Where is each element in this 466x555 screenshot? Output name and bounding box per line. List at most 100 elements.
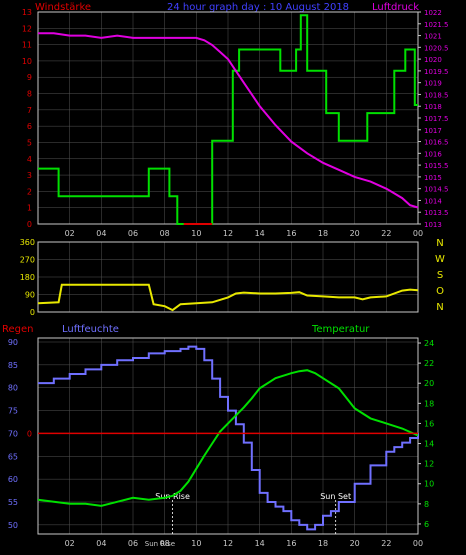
- sun-rise-axis-label: Sun Rise: [145, 540, 175, 548]
- wind-speed-tick-label: 1: [27, 204, 32, 213]
- wind-speed-tick-label: 0: [27, 220, 32, 229]
- direction-tick-label: 180: [20, 273, 35, 282]
- x-tick-label: 16: [286, 539, 296, 548]
- direction-series: [37, 283, 419, 312]
- wind-speed-tick-label: 8: [27, 90, 32, 99]
- pressure-tick-label: 1014: [424, 197, 442, 205]
- pressure-tick-label: 1021.5: [424, 21, 449, 29]
- temperature-tick-label: 24: [424, 339, 434, 348]
- wind-pressure-series: [38, 14, 419, 225]
- wind-speed-tick-label: 6: [27, 122, 32, 131]
- pressure-tick-label: 1019.5: [424, 68, 449, 76]
- x-tick-label: 14: [255, 229, 265, 238]
- compass-label: W: [435, 254, 445, 265]
- x-tick-label: 02: [65, 539, 75, 548]
- direction-axis: 0 90 180 270 360: [20, 238, 35, 317]
- humidity-tick-label: 90: [8, 338, 18, 347]
- humidity-temperature-x-axis: 02 04 06 08 10 12 14 16 18 20 22 00: [65, 539, 424, 548]
- x-tick-label: 18: [318, 229, 328, 238]
- x-tick-label: 06: [128, 229, 138, 238]
- humidity-line: [38, 345, 419, 531]
- humidity-tick-label: 50: [8, 521, 18, 530]
- temperature-tick-label: 8: [424, 500, 429, 509]
- wind-speed-tick-label: 2: [27, 187, 32, 196]
- pressure-tick-label: 1017.5: [424, 115, 449, 123]
- wind-speed-tick-label: 13: [22, 8, 32, 17]
- humidity-tick-label: 70: [8, 429, 18, 438]
- humidity-title: Luftfeuchte: [62, 324, 119, 335]
- pressure-tick-label: 1021: [424, 33, 442, 41]
- x-tick-label: 20: [350, 539, 360, 548]
- humidity-tick-label: 80: [8, 384, 18, 393]
- humidity-axis: 50 55 60 65 70 75 80 85 90: [8, 338, 18, 530]
- x-tick-label: 20: [350, 229, 360, 238]
- x-tick-label: 12: [223, 539, 233, 548]
- x-tick-label: 06: [128, 539, 138, 548]
- humidity-tick-label: 65: [8, 452, 18, 461]
- x-tick-label: 22: [381, 229, 391, 238]
- x-tick-label: 16: [286, 229, 296, 238]
- wind-speed-tick-label: 11: [22, 41, 32, 50]
- direction-tick-label: 0: [30, 308, 35, 317]
- wind-speed-tick-label: 9: [27, 73, 32, 82]
- humidity-temperature-series: [37, 345, 419, 531]
- pressure-tick-label: 1020.5: [424, 44, 449, 52]
- pressure-title: Luftdruck: [372, 2, 419, 13]
- pressure-tick-label: 1019: [424, 80, 442, 88]
- wind-speed-line: [38, 14, 418, 225]
- pressure-tick-label: 1013.5: [424, 209, 449, 217]
- temperature-tick-label: 14: [424, 440, 434, 449]
- temperature-tick-label: 20: [424, 379, 434, 388]
- x-tick-label: 00: [413, 539, 423, 548]
- temperature-line: [37, 369, 419, 507]
- x-tick-label: 00: [413, 229, 423, 238]
- x-tick-label: 08: [160, 229, 170, 238]
- temperature-tick-label: 6: [424, 520, 429, 529]
- sun-marker-label: Sun Set: [320, 492, 351, 501]
- compass-label: N: [436, 302, 443, 313]
- humidity-tick-label: 60: [8, 475, 18, 484]
- wind-speed-tick-label: 4: [27, 155, 32, 164]
- rain-title: Regen: [2, 324, 34, 335]
- pressure-tick-label: 1014.5: [424, 186, 449, 194]
- temperature-tick-label: 22: [424, 359, 434, 368]
- x-tick-label: 04: [96, 539, 106, 548]
- x-tick-label: 18: [318, 539, 328, 548]
- compass-label: O: [436, 286, 444, 297]
- wind-pressure-grid: [38, 11, 419, 225]
- compass-label: N: [436, 238, 443, 249]
- x-tick-label: 02: [65, 229, 75, 238]
- wind-speed-tick-label: 3: [27, 171, 32, 180]
- wind-speed-tick-label: 12: [22, 24, 32, 33]
- x-tick-label: 10: [191, 229, 201, 238]
- pressure-tick-label: 1015: [424, 174, 442, 182]
- humidity-tick-label: 85: [8, 361, 18, 370]
- pressure-axis: 1013 1013.5 1014 1014.5 1015 1015.5 1016 1016.5…: [418, 9, 449, 229]
- wind-direction-line: [37, 283, 419, 312]
- direction-tick-label: 90: [25, 291, 35, 300]
- temperature-tick-label: 16: [424, 419, 434, 428]
- wind-pressure-x-axis: 02 04 06 08 10 12 14 16 18 20 22 00: [65, 229, 424, 238]
- pressure-tick-label: 1018.5: [424, 91, 449, 99]
- x-tick-label: 14: [255, 539, 265, 548]
- temperature-tick-label: 18: [424, 399, 434, 408]
- pressure-tick-label: 1020: [424, 56, 442, 64]
- humidity-tick-label: 75: [8, 407, 18, 416]
- x-tick-label: 10: [191, 539, 201, 548]
- pressure-tick-label: 1017: [424, 127, 442, 135]
- pressure-tick-label: 1018: [424, 103, 442, 111]
- wind-speed-tick-label: 10: [22, 57, 32, 66]
- pressure-tick-label: 1016: [424, 150, 442, 158]
- temperature-title: Temperatur: [311, 324, 370, 335]
- wind-speed-tick-label: 5: [27, 138, 32, 147]
- direction-frame: [37, 241, 419, 313]
- humidity-tick-label: 55: [8, 498, 18, 507]
- x-tick-label: 12: [223, 229, 233, 238]
- wind-speed-title: Windstärke: [35, 2, 91, 13]
- rain-tick-label: 0: [27, 429, 32, 438]
- wind-speed-tick-label: 7: [27, 106, 32, 115]
